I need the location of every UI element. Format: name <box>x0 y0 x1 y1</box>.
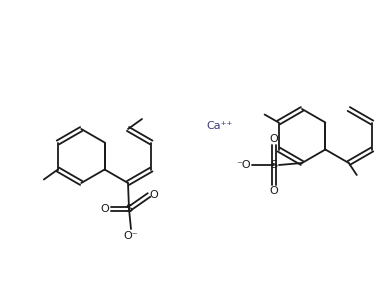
Text: O⁻: O⁻ <box>124 231 138 241</box>
Text: O: O <box>270 186 278 196</box>
Text: ⁻O: ⁻O <box>237 160 251 170</box>
Text: S: S <box>271 160 277 170</box>
Text: Ca⁺⁺: Ca⁺⁺ <box>207 121 233 131</box>
Text: O: O <box>270 134 278 144</box>
Text: O: O <box>101 204 110 214</box>
Text: O: O <box>150 190 158 200</box>
Text: S: S <box>125 204 133 214</box>
